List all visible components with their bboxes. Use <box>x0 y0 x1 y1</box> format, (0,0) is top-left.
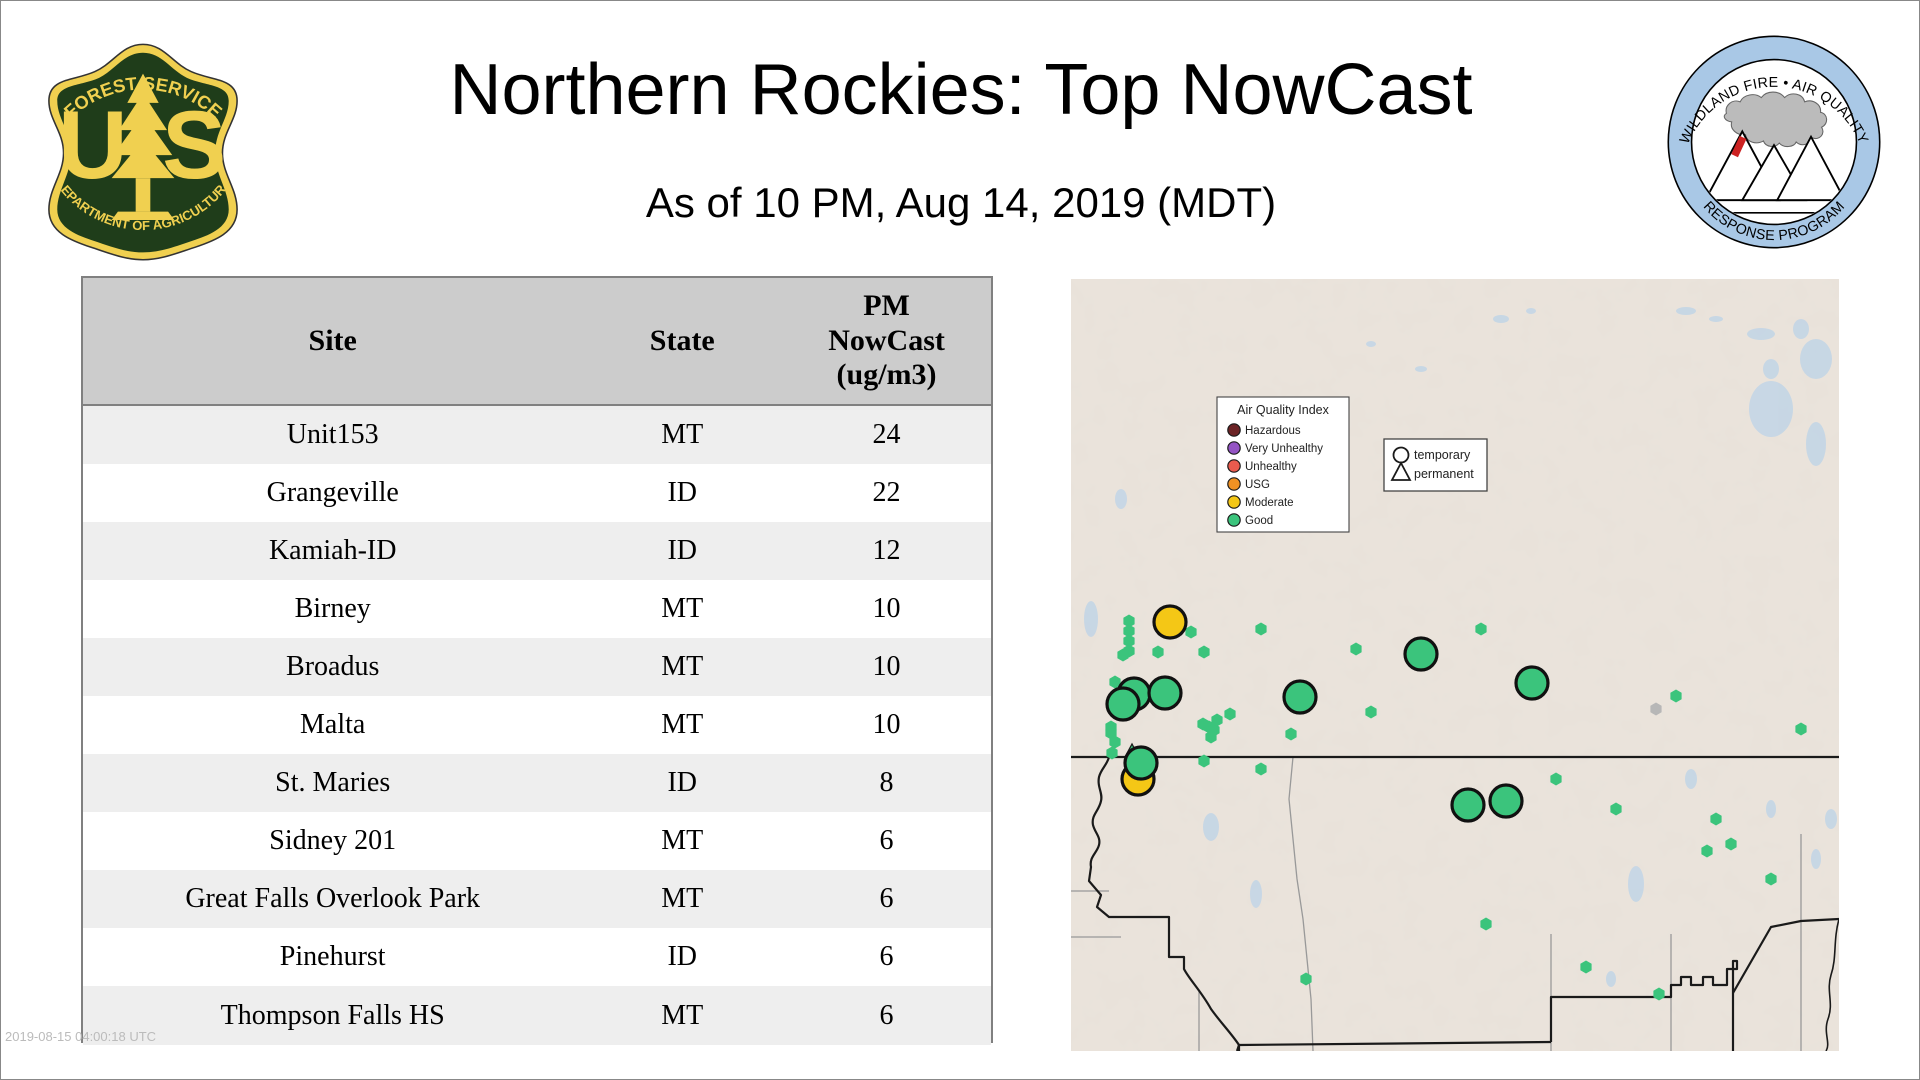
svg-text:Good: Good <box>1245 515 1273 527</box>
svg-text:Very Unhealthy: Very Unhealthy <box>1245 443 1323 455</box>
svg-text:Air Quality Index: Air Quality Index <box>1237 403 1329 417</box>
svg-text:permanent: permanent <box>1414 467 1474 481</box>
svg-text:USG: USG <box>1245 479 1270 491</box>
svg-text:Unhealthy: Unhealthy <box>1245 461 1297 473</box>
svg-text:temporary: temporary <box>1414 448 1471 462</box>
svg-text:Moderate: Moderate <box>1245 497 1294 509</box>
svg-text:Hazardous: Hazardous <box>1245 425 1301 437</box>
